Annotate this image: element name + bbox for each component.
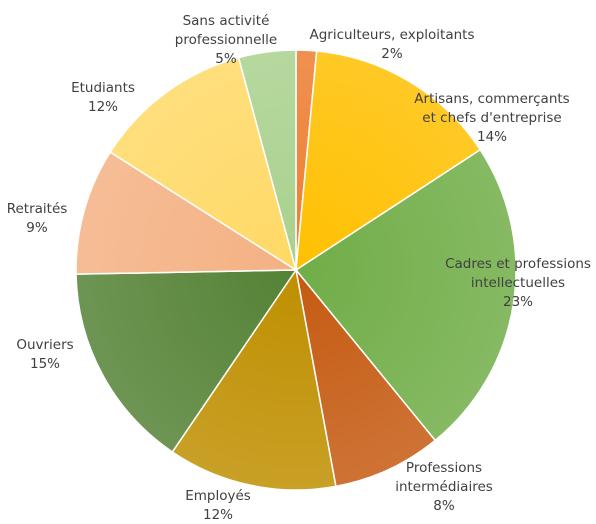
slice-percent-label: 12% (88, 99, 118, 115)
pie-slice-4 (295, 269, 437, 488)
slice-label-9: Sans activité professionnelle 5% (175, 13, 277, 67)
pie-slice-8 (109, 56, 298, 272)
slice-category-label: Retraités (7, 201, 68, 217)
slice-category-label: Sans activité (183, 13, 270, 29)
slice-percent-label: 14% (477, 129, 507, 145)
pie-slice-5 (171, 268, 337, 491)
slice-percent-label: 12% (203, 507, 233, 523)
slice-percent-label: 5% (215, 51, 237, 67)
slice-category-label: intellectuelles (471, 275, 565, 291)
slice-label-4: Professions intermédiaires 8% (395, 460, 493, 514)
slice-category-label: intermédiaires (395, 479, 493, 495)
slice-percent-label: 2% (381, 46, 403, 62)
pie-slice-9 (237, 49, 297, 271)
pie-slice-7 (75, 151, 299, 275)
slice-category-label: Ouvriers (16, 337, 73, 353)
slice-label-7: Retraités 9% (7, 201, 68, 236)
slice-category-label: Agriculteurs, exploitants (310, 27, 475, 43)
pie-slice-6 (75, 269, 298, 454)
pie-slice-2 (295, 50, 482, 272)
slice-label-1: Agriculteurs, exploitants 2% (310, 27, 475, 62)
slice-percent-label: 15% (30, 356, 60, 372)
slice-label-3: Cadres et professions intellectuelles 23% (445, 256, 591, 310)
slice-category-label: et chefs d'entreprise (422, 110, 561, 126)
slice-label-8: Etudiants 12% (71, 80, 135, 115)
slice-category-label: professionnelle (175, 32, 277, 48)
slice-percent-label: 9% (26, 220, 48, 236)
slice-label-2: Artisans, commerçants et chefs d'entrepri… (414, 91, 569, 145)
slice-percent-label: 8% (433, 498, 455, 514)
slice-category-label: Artisans, commerçants (414, 91, 569, 107)
slice-category-label: Cadres et professions (445, 256, 591, 272)
slice-category-label: Professions (406, 460, 482, 476)
slice-category-label: Employés (185, 488, 251, 504)
slice-label-5: Employés 12% (185, 488, 251, 523)
slice-label-6: Ouvriers 15% (16, 337, 73, 372)
slice-percent-label: 23% (503, 294, 533, 310)
slice-category-label: Etudiants (71, 80, 135, 96)
pie-slice-3 (294, 148, 517, 442)
